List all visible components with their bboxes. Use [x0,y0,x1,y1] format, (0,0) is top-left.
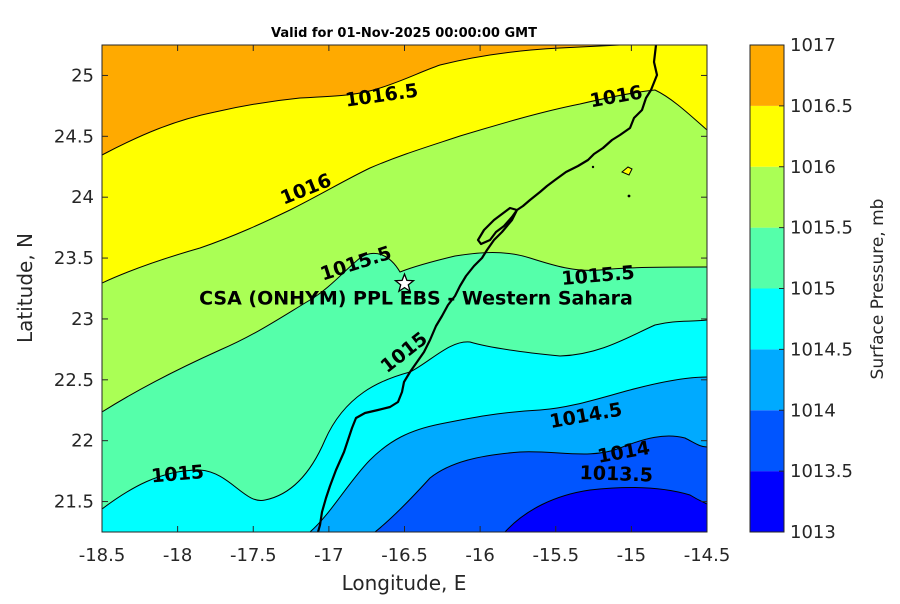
colorbar-segment [750,166,784,228]
colorbar-tick-label: 1015 [790,279,836,300]
contour-1016 [102,89,707,284]
x-tick-label: -16.5 [381,545,428,566]
contour-1013.5 [504,486,707,532]
station-marker-group: CSA (ONHYM) PPL EBS - Western Sahara [199,272,633,310]
y-axis: 21.5 22 22.5 23 23.5 24 24.5 25 [54,65,707,513]
colorbar-tick-label: 1015.5 [790,218,853,239]
chart-title: Valid for 01-Nov-2025 00:00:00 GMT [271,26,537,41]
contour-1015.5 [102,252,707,413]
islet-dot [591,165,595,169]
island [621,166,633,176]
coastline [316,45,659,532]
y-tick-label: 22 [71,431,94,452]
colorbar-tick-label: 1016.5 [790,96,853,117]
colorbar-tick-label: 1017 [790,35,836,56]
y-tick-label: 23.5 [54,248,94,269]
contour-1015 [102,319,707,510]
y-tick-label: 21.5 [54,492,94,513]
x-tick-label: -18 [163,545,192,566]
x-tick-label: -17.5 [230,545,277,566]
colorbar-tick-label: 1014.5 [790,339,853,360]
colorbar-segment [750,349,784,411]
colorbar-tick-label: 1013 [790,522,836,543]
x-axis: -18.5 -18 -17.5 -17 -16.5 -16 -15.5 -15 -14.5 [79,45,731,566]
contour-lines [102,45,707,532]
colorbar-tick-label: 1016 [790,157,836,178]
colorbar-tick-label: 1013.5 [790,461,853,482]
colorbar-segment [750,45,784,106]
y-tick-label: 24.5 [54,126,94,147]
colorbar-segment [750,471,784,532]
colorbar-tick-label: 1014 [790,400,836,421]
x-tick-label: -15 [617,545,646,566]
contour-label: 1013.5 [579,462,653,487]
x-tick-label: -17 [314,545,343,566]
y-tick-label: 24 [71,187,94,208]
y-tick-label: 22.5 [54,370,94,391]
x-axis-label: Longitude, E [342,571,467,595]
y-tick-label: 23 [71,309,94,330]
contour-1014 [374,435,707,532]
station-label: CSA (ONHYM) PPL EBS - Western Sahara [199,288,633,310]
colorbar-label: Surface Pressure, mb [868,199,888,380]
band-1013-1013.5 [505,487,707,532]
contour-1016.5 [102,45,621,156]
plot-area [102,45,707,532]
x-tick-label: -18.5 [79,545,126,566]
contour-1014.5 [309,376,707,532]
x-tick-label: -15.5 [532,545,579,566]
colorbar-segment [750,105,784,167]
contour-label: 1015 [150,461,205,488]
station-star-icon [393,272,416,293]
colorbar-segment [750,227,784,289]
islet-dot [627,194,631,198]
x-tick-label: -14.5 [684,545,731,566]
colorbar: 1013 1013.5 1014 1014.5 1015 1015.5 1016 1016.5… [749,35,853,543]
y-axis-label: Latitude, N [13,233,37,343]
colorbar-segment [750,288,784,350]
colorbar-segment [750,410,784,472]
y-tick-label: 25 [71,65,94,86]
x-tick-label: -16 [465,545,494,566]
